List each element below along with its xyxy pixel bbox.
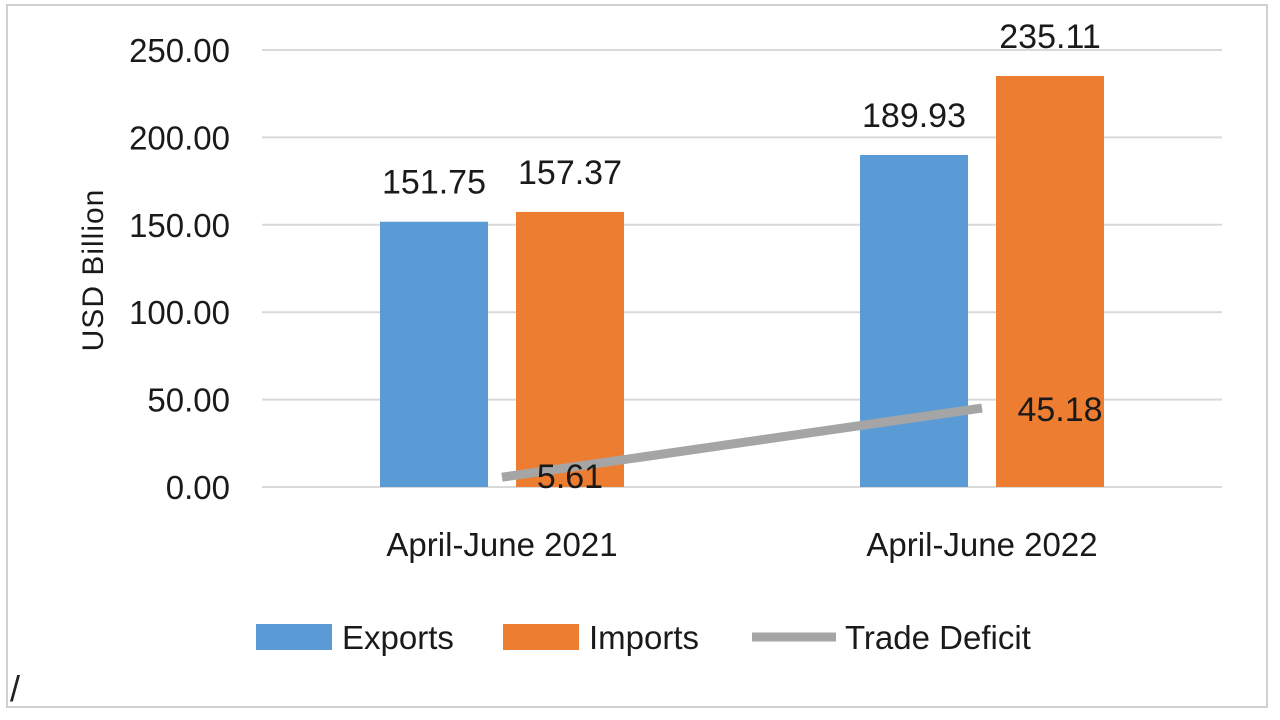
bar-exports <box>380 221 488 487</box>
y-tick-label: 50.00 <box>147 382 230 419</box>
y-axis-label: USD Billion <box>77 189 110 352</box>
bar-imports <box>516 211 624 487</box>
data-label: 157.37 <box>518 154 622 192</box>
legend-label: Imports <box>589 619 699 656</box>
line-trade-deficit <box>501 403 983 482</box>
x-category-label: April-June 2021 <box>386 526 617 563</box>
bar-exports <box>860 155 968 487</box>
x-axis-categories: April-June 2021 April-June 2022 <box>386 526 1097 563</box>
legend-label: Exports <box>342 619 454 656</box>
y-tick-label: 0.00 <box>166 469 230 506</box>
data-label: 189.93 <box>862 97 966 135</box>
data-label: 151.75 <box>382 164 486 202</box>
data-label: 235.11 <box>999 18 1100 56</box>
legend-swatch <box>256 624 332 650</box>
y-tick-label: 150.00 <box>129 207 230 244</box>
data-label-trade-deficit: 45.18 <box>1017 391 1102 429</box>
corner-mark: / <box>10 668 21 709</box>
x-category-label: April-June 2022 <box>866 526 1097 563</box>
trade-deficit-line <box>501 403 983 482</box>
data-label-trade-deficit: 5.61 <box>537 458 603 496</box>
chart-frame <box>6 4 1268 708</box>
y-axis-ticks: 0.00 50.00 100.00 150.00 200.00 250.00 <box>129 32 230 506</box>
y-tick-label: 100.00 <box>129 294 230 331</box>
y-tick-label: 250.00 <box>129 32 230 69</box>
legend-swatch <box>503 624 579 650</box>
legend-label: Trade Deficit <box>845 619 1031 656</box>
data-labels: 151.75 189.93 157.37 235.11 5.61 45.18 <box>382 18 1103 496</box>
legend: Exports Imports Trade Deficit <box>256 619 1031 656</box>
bars <box>380 76 1104 488</box>
y-tick-label: 200.00 <box>129 119 230 156</box>
bar-imports <box>996 76 1104 488</box>
